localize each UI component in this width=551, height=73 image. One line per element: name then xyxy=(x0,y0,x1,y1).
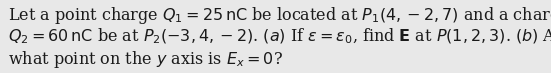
Text: $Q_2 = 60\,\mathrm{nC}$ be at $P_2(-3, 4, -2)$. $(a)$ If $\epsilon = \epsilon_0$: $Q_2 = 60\,\mathrm{nC}$ be at $P_2(-3, 4… xyxy=(8,27,551,46)
Text: what point on the $y$ axis is $E_x = 0$?: what point on the $y$ axis is $E_x = 0$? xyxy=(8,49,283,70)
Text: Let a point charge $Q_1 = 25\,\mathrm{nC}$ be located at $P_1(4, -2, 7)$ and a c: Let a point charge $Q_1 = 25\,\mathrm{nC… xyxy=(8,5,551,26)
